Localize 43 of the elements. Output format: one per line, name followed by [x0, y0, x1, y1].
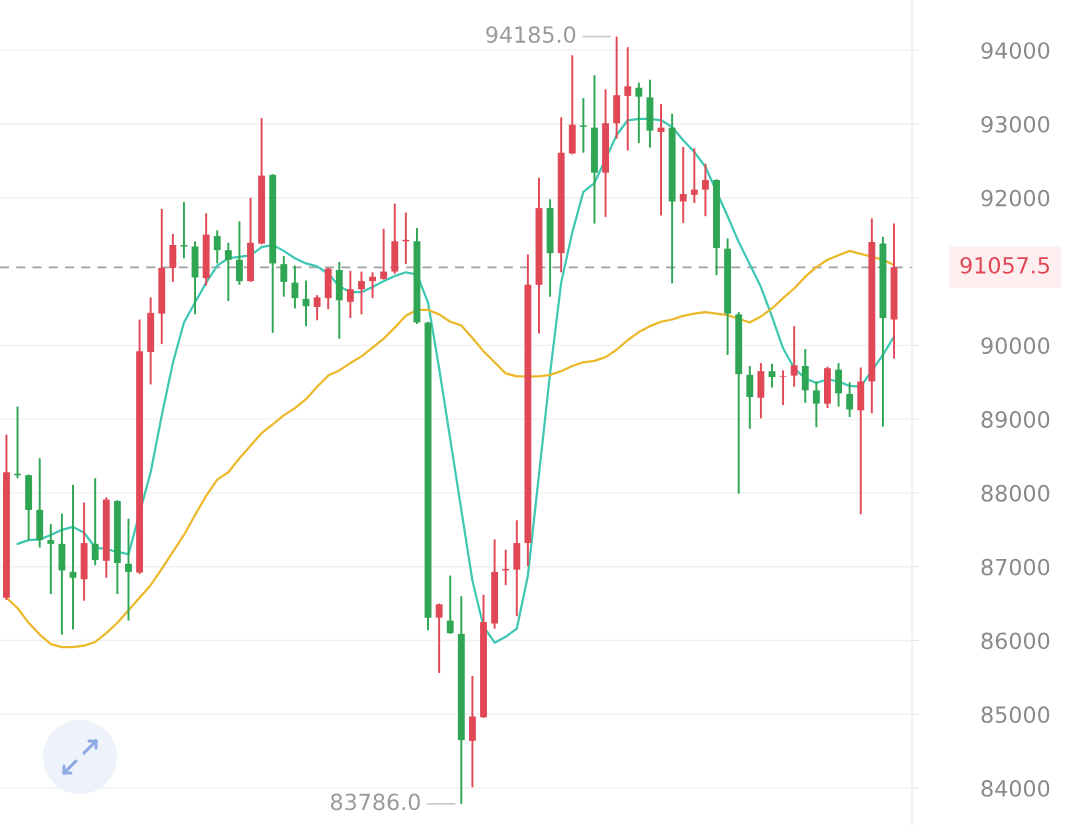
candlestick	[358, 270, 365, 316]
candlestick	[624, 46, 632, 152]
y-tick-label: 92000	[981, 189, 1050, 207]
ref-line-label: 91057.5	[960, 256, 1050, 274]
line-series	[5, 249, 896, 649]
candlestick	[690, 147, 698, 204]
candlestick	[835, 362, 842, 408]
candlestick	[380, 227, 388, 281]
candlestick	[91, 477, 99, 567]
candlestick	[779, 369, 787, 407]
candlestick	[846, 381, 854, 418]
y-tick-label: 88000	[981, 484, 1050, 502]
candlestick	[579, 97, 587, 154]
y-tick-label: 90000	[981, 337, 1050, 355]
candlestick	[435, 602, 443, 674]
candlestick	[346, 269, 354, 320]
y-tick-label: 85000	[981, 706, 1050, 724]
candlestick	[369, 271, 377, 300]
candlestick	[125, 517, 132, 622]
candlestick	[224, 241, 232, 303]
candlestick	[635, 81, 643, 145]
candlestick	[701, 162, 709, 218]
y-tick-label: 89000	[981, 411, 1050, 428]
candlestick	[446, 574, 454, 635]
y-tick-label: 86000	[981, 632, 1050, 650]
candlestick	[280, 255, 288, 298]
line-series	[16, 117, 896, 644]
candlestick	[812, 380, 820, 429]
candlestick	[313, 294, 321, 322]
candlestick	[291, 264, 299, 310]
candlestick	[47, 522, 55, 595]
annotation: 83786.0	[331, 793, 420, 811]
candlestick	[235, 220, 243, 286]
y-tick-label: 87000	[981, 558, 1050, 576]
candlestick	[746, 365, 754, 430]
y-tick-label: 93000	[981, 115, 1050, 133]
annotation: 94185.0	[486, 26, 576, 43]
candlestick	[213, 229, 221, 265]
candlestick	[169, 232, 177, 283]
candlestick	[790, 325, 798, 388]
y-tick-label: 84000	[981, 780, 1050, 797]
y-tick-label: 94000	[981, 42, 1050, 59]
candlestick	[679, 145, 687, 224]
